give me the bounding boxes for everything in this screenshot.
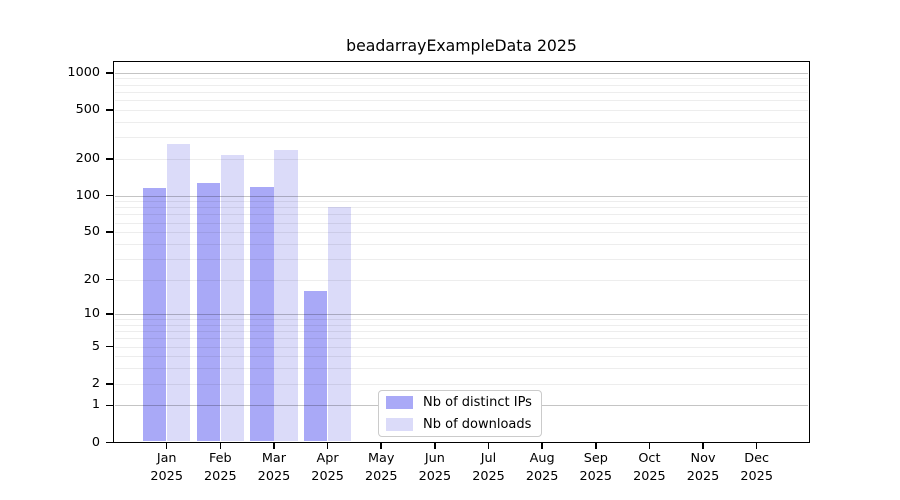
x-tick-mark [594, 443, 597, 449]
chart-title: beadarrayExampleData 2025 [346, 36, 577, 55]
minor-gridline [115, 91, 808, 93]
y-tick-mark [106, 109, 113, 111]
y-tick-mark [106, 313, 113, 315]
minor-gridline [115, 121, 808, 123]
x-tick-mark [326, 443, 329, 449]
x-tick-label: May 2025 [364, 451, 398, 484]
minor-gridline [115, 100, 808, 102]
y-tick-label: 1 [91, 397, 100, 413]
y-tick-mark [106, 404, 113, 407]
plot-border [113, 61, 810, 443]
y-tick-label: 20 [83, 271, 100, 287]
x-tick-mark [165, 443, 168, 449]
minor-gridline [115, 279, 808, 281]
bar [274, 150, 298, 442]
bar [304, 290, 328, 442]
x-tick-label: Jan 2025 [150, 451, 183, 484]
y-tick-label: 10 [83, 306, 100, 322]
minor-gridline [115, 368, 808, 370]
x-tick-label: Oct 2025 [633, 451, 666, 484]
y-tick-mark [106, 194, 113, 197]
minor-gridline [115, 356, 808, 358]
legend-entry-downloads: Nb of downloads [386, 417, 541, 432]
distinct-ips-swatch-icon [386, 396, 413, 409]
x-tick-label: Feb 2025 [204, 451, 237, 484]
bar [328, 206, 352, 442]
x-tick-mark [541, 443, 543, 449]
minor-gridline [115, 338, 808, 340]
y-tick-mark [106, 231, 113, 233]
legend-entry-distinct-ips: Nb of distinct IPs [386, 395, 541, 410]
y-tick-label: 5 [91, 338, 100, 354]
bar [250, 187, 274, 442]
x-tick-label: Sep 2025 [579, 451, 613, 484]
downloads-swatch-icon [386, 418, 413, 431]
x-tick-mark [702, 443, 704, 449]
minor-gridline [115, 258, 808, 260]
bar [167, 143, 191, 442]
minor-gridline [115, 158, 808, 160]
minor-gridline [115, 383, 808, 385]
minor-gridline [115, 84, 808, 86]
minor-gridline [115, 232, 808, 234]
minor-gridline [115, 214, 808, 216]
bar [143, 188, 167, 442]
minor-gridline [115, 346, 808, 348]
x-tick-mark [380, 443, 383, 449]
y-tick-label: 1000 [67, 64, 100, 80]
y-tick-mark [106, 278, 113, 281]
y-tick-mark [106, 345, 113, 348]
y-tick-label: 2 [91, 375, 100, 391]
x-tick-mark [755, 443, 758, 449]
x-tick-mark [273, 443, 275, 449]
minor-gridline [115, 78, 808, 80]
minor-gridline [115, 243, 808, 245]
minor-gridline [115, 137, 808, 139]
x-tick-label: Mar 2025 [257, 451, 291, 484]
legend-label: Nb of distinct IPs [423, 395, 532, 410]
x-tick-label: Jun 2025 [418, 451, 452, 484]
y-tick-mark [106, 382, 113, 385]
minor-gridline [115, 207, 808, 209]
y-tick-mark [106, 72, 113, 74]
x-tick-mark [648, 443, 651, 449]
minor-gridline [115, 109, 808, 111]
y-tick-label: 50 [83, 224, 100, 240]
y-tick-label: 200 [75, 150, 100, 166]
y-tick-label: 500 [75, 101, 100, 117]
minor-gridline [115, 319, 808, 321]
x-tick-label: Nov 2025 [686, 451, 720, 484]
y-tick-label: 0 [91, 434, 100, 450]
x-tick-label: Aug 2025 [525, 451, 559, 484]
minor-gridline [115, 222, 808, 224]
major-gridline [115, 195, 808, 197]
x-tick-mark [434, 443, 436, 449]
legend-label: Nb of downloads [423, 417, 532, 432]
major-gridline [115, 314, 808, 316]
x-tick-mark [219, 443, 222, 449]
x-tick-mark [487, 443, 490, 449]
bar [196, 183, 220, 442]
minor-gridline [115, 324, 808, 326]
legend: Nb of distinct IPs Nb of downloads [378, 390, 542, 437]
major-gridline [115, 72, 808, 74]
x-tick-label: Jul 2025 [472, 451, 505, 484]
bar [220, 154, 244, 442]
y-tick-label: 100 [75, 187, 100, 203]
x-tick-label: Apr 2025 [311, 451, 344, 484]
minor-gridline [115, 201, 808, 203]
minor-gridline [115, 331, 808, 333]
y-tick-mark [106, 157, 113, 160]
y-tick-mark [106, 441, 113, 444]
x-tick-label: Dec 2025 [740, 451, 773, 484]
